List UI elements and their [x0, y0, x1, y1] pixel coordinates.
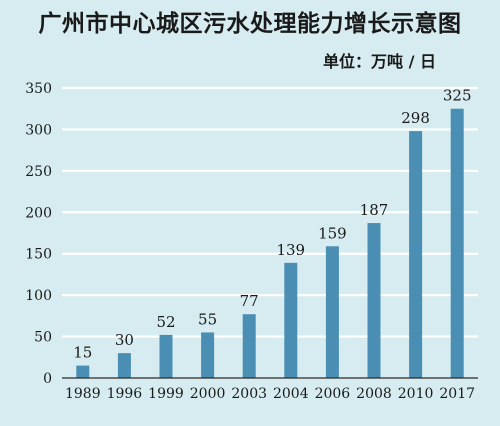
- x-tick-label-2010: 2010: [398, 386, 434, 402]
- bars: 15 30 52 55 77 139 159 187 298 325: [73, 87, 472, 378]
- value-label-2004: 139: [276, 241, 305, 259]
- bar-2004: [284, 262, 298, 378]
- y-tick-label-350: 350: [25, 81, 52, 97]
- value-label-2006: 159: [318, 224, 347, 242]
- x-tick-label-2017: 2017: [439, 386, 475, 402]
- bar-1996: [117, 353, 131, 378]
- value-label-2000: 55: [198, 310, 217, 328]
- y-tick-label-150: 150: [25, 247, 52, 263]
- y-tick-label-250: 250: [25, 164, 52, 180]
- x-tick-label-2000: 2000: [190, 386, 226, 402]
- bar-2000: [201, 332, 215, 378]
- bar-2010: [409, 131, 423, 378]
- x-tick-label-2006: 2006: [315, 386, 351, 402]
- value-label-2017: 325: [443, 87, 472, 105]
- chart-title: 广州市中心城区污水处理能力增长示意图: [38, 11, 462, 37]
- bar-2006: [325, 246, 339, 378]
- x-axis: 1989 1996 1999 2000 2003 2004 2006 2008 2010 2017: [65, 386, 475, 402]
- bar-1989: [76, 365, 90, 378]
- y-axis: 0 50 100 150 200 250 300 350: [25, 81, 52, 387]
- bar-2003: [242, 314, 256, 378]
- unit-label: 单位：万吨 / 日: [323, 52, 436, 71]
- x-tick-label-1996: 1996: [107, 386, 143, 402]
- bar-2008: [367, 223, 381, 378]
- x-tick-label-2004: 2004: [273, 386, 309, 402]
- bar-1999: [159, 334, 173, 378]
- x-tick-label-1999: 1999: [148, 386, 184, 402]
- x-tick-label-2003: 2003: [231, 386, 267, 402]
- value-label-2010: 298: [401, 109, 430, 127]
- value-label-1999: 52: [156, 313, 175, 331]
- value-label-1996: 30: [115, 331, 134, 349]
- x-tick-label-1989: 1989: [65, 386, 101, 402]
- value-label-2003: 77: [240, 292, 259, 310]
- bar-2017: [450, 108, 464, 378]
- y-tick-label-0: 0: [43, 371, 52, 387]
- y-tick-label-50: 50: [34, 330, 52, 346]
- x-tick-label-2008: 2008: [356, 386, 392, 402]
- y-tick-label-100: 100: [25, 288, 52, 304]
- value-label-1989: 15: [73, 344, 92, 362]
- grid-lines: [62, 86, 478, 338]
- y-tick-label-200: 200: [25, 205, 52, 221]
- value-label-2008: 187: [360, 201, 389, 219]
- y-tick-label-300: 300: [25, 122, 52, 138]
